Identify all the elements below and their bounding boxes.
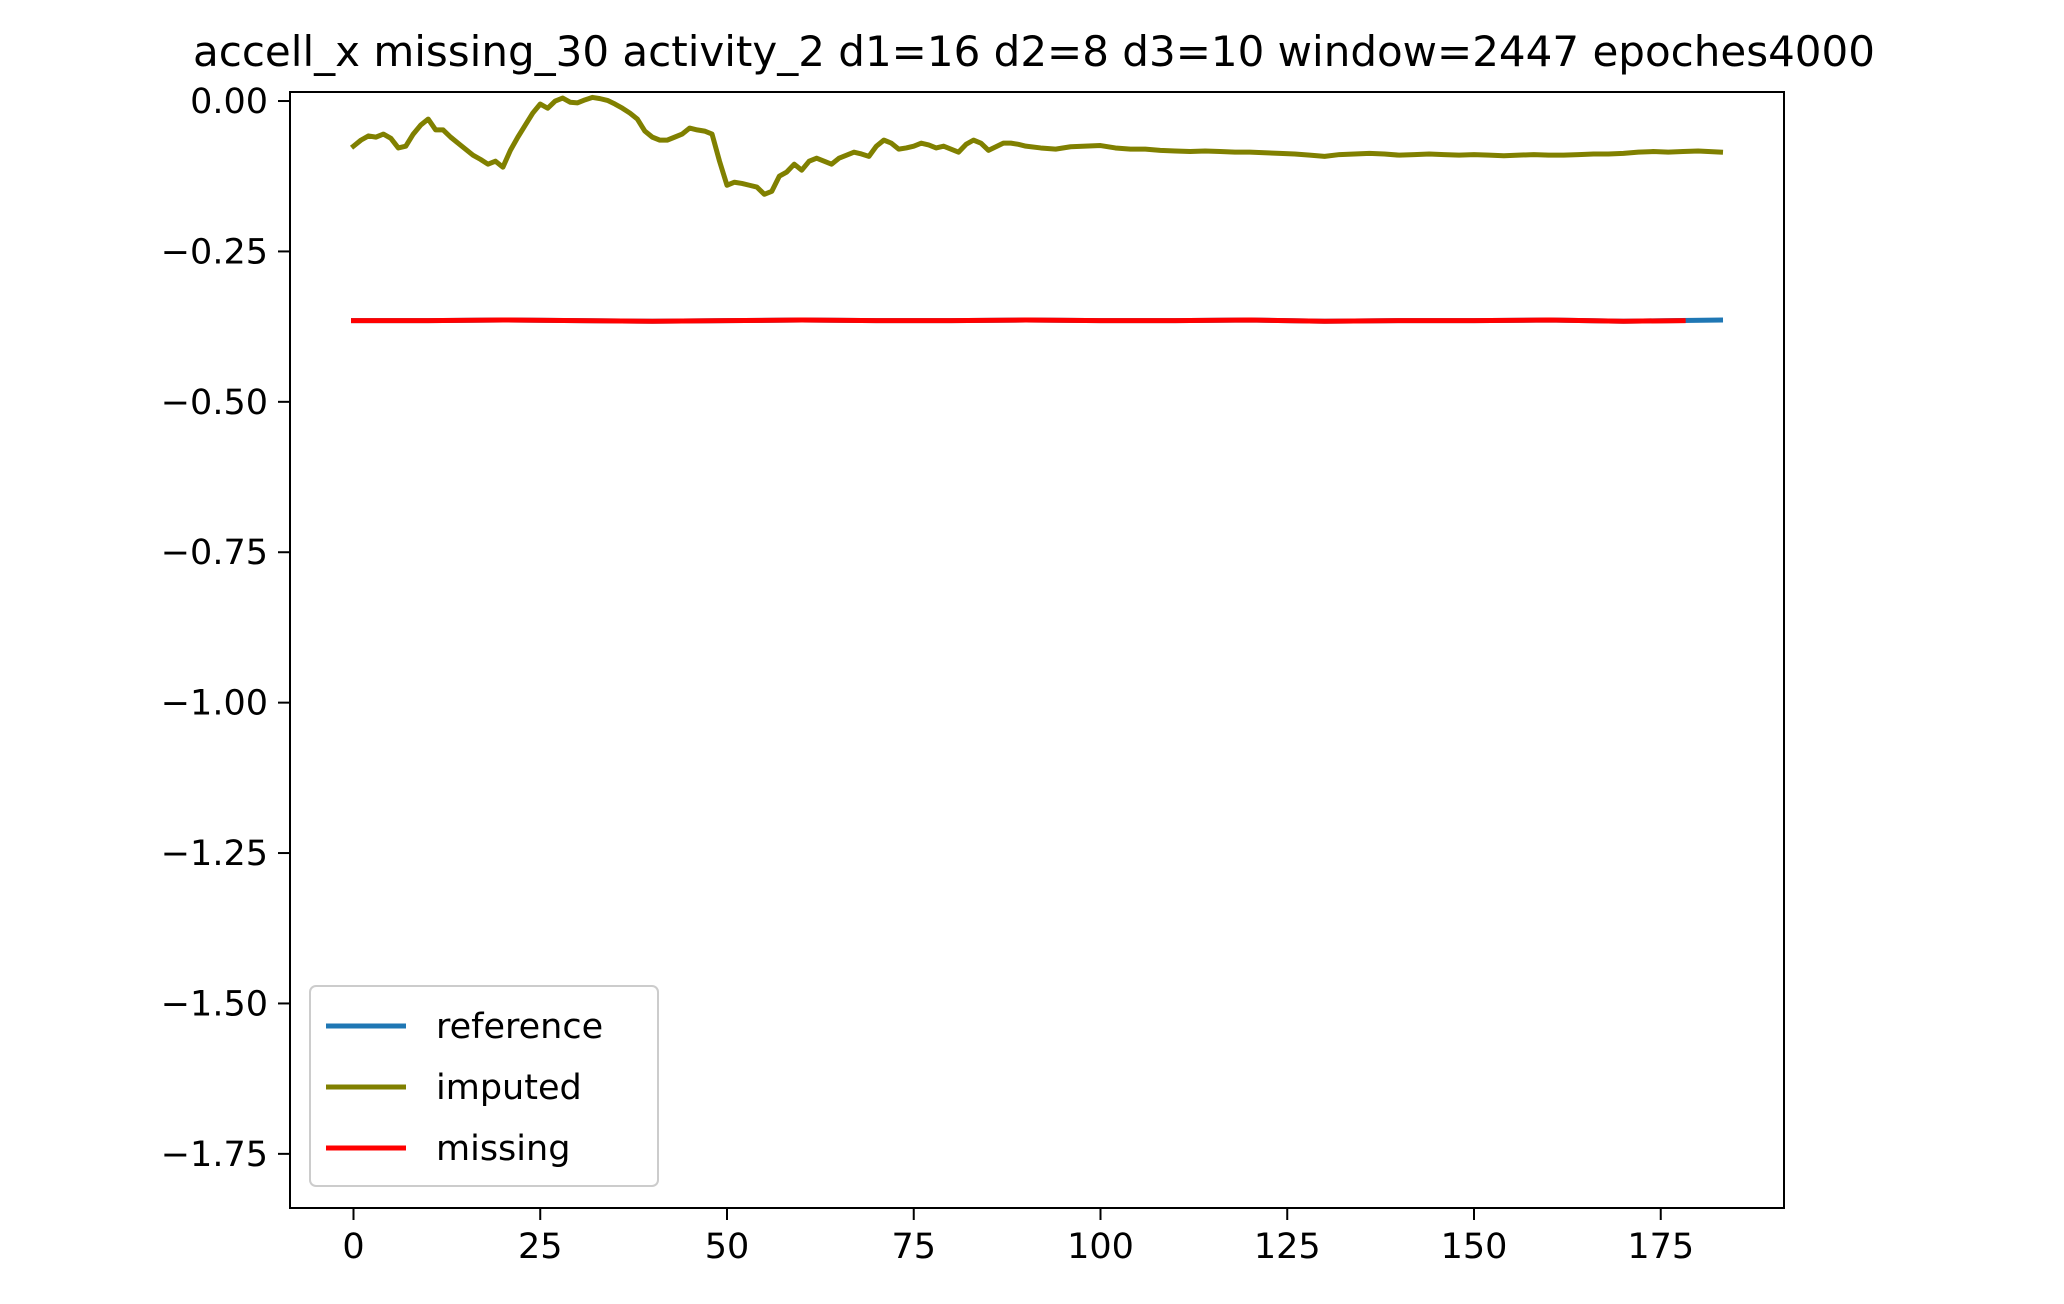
y-tick-label: −1.25 — [161, 834, 268, 874]
legend-label-imputed: imputed — [436, 1068, 582, 1108]
x-tick-label: 175 — [1627, 1227, 1694, 1267]
x-tick-label: 125 — [1254, 1227, 1321, 1267]
x-tick-label: 0 — [342, 1227, 364, 1267]
chart-title: accell_x missing_30 activity_2 d1=16 d2=… — [193, 27, 1875, 76]
y-tick-label: −0.75 — [161, 533, 268, 573]
x-tick-label: 150 — [1441, 1227, 1508, 1267]
x-tick-label: 100 — [1067, 1227, 1134, 1267]
x-tick-label: 25 — [518, 1227, 563, 1267]
y-tick-label: −0.25 — [161, 232, 268, 272]
axes-layer: 0 25 50 75 100 125 150 175 0.00 −0.25 −0.50 −0.75 −1… — [161, 82, 1785, 1267]
series-line-imputed — [349, 94, 1724, 197]
legend-label-reference: reference — [436, 1007, 603, 1047]
legend-label-missing: missing — [436, 1129, 570, 1169]
y-tick-label: 0.00 — [190, 82, 268, 122]
y-tick-label: −1.00 — [161, 684, 268, 724]
legend: reference imputed missing — [309, 985, 659, 1187]
y-tick-label: −1.50 — [161, 984, 268, 1024]
series-line-missing — [351, 317, 1686, 324]
axes-frame — [289, 91, 1785, 1209]
x-tick-label: 75 — [891, 1227, 936, 1267]
series-layer — [349, 94, 1724, 324]
y-tick-label: −0.50 — [161, 383, 268, 423]
legend-box — [309, 985, 659, 1187]
y-tick-label: −1.75 — [161, 1135, 268, 1175]
x-tick-label: 50 — [705, 1227, 750, 1267]
